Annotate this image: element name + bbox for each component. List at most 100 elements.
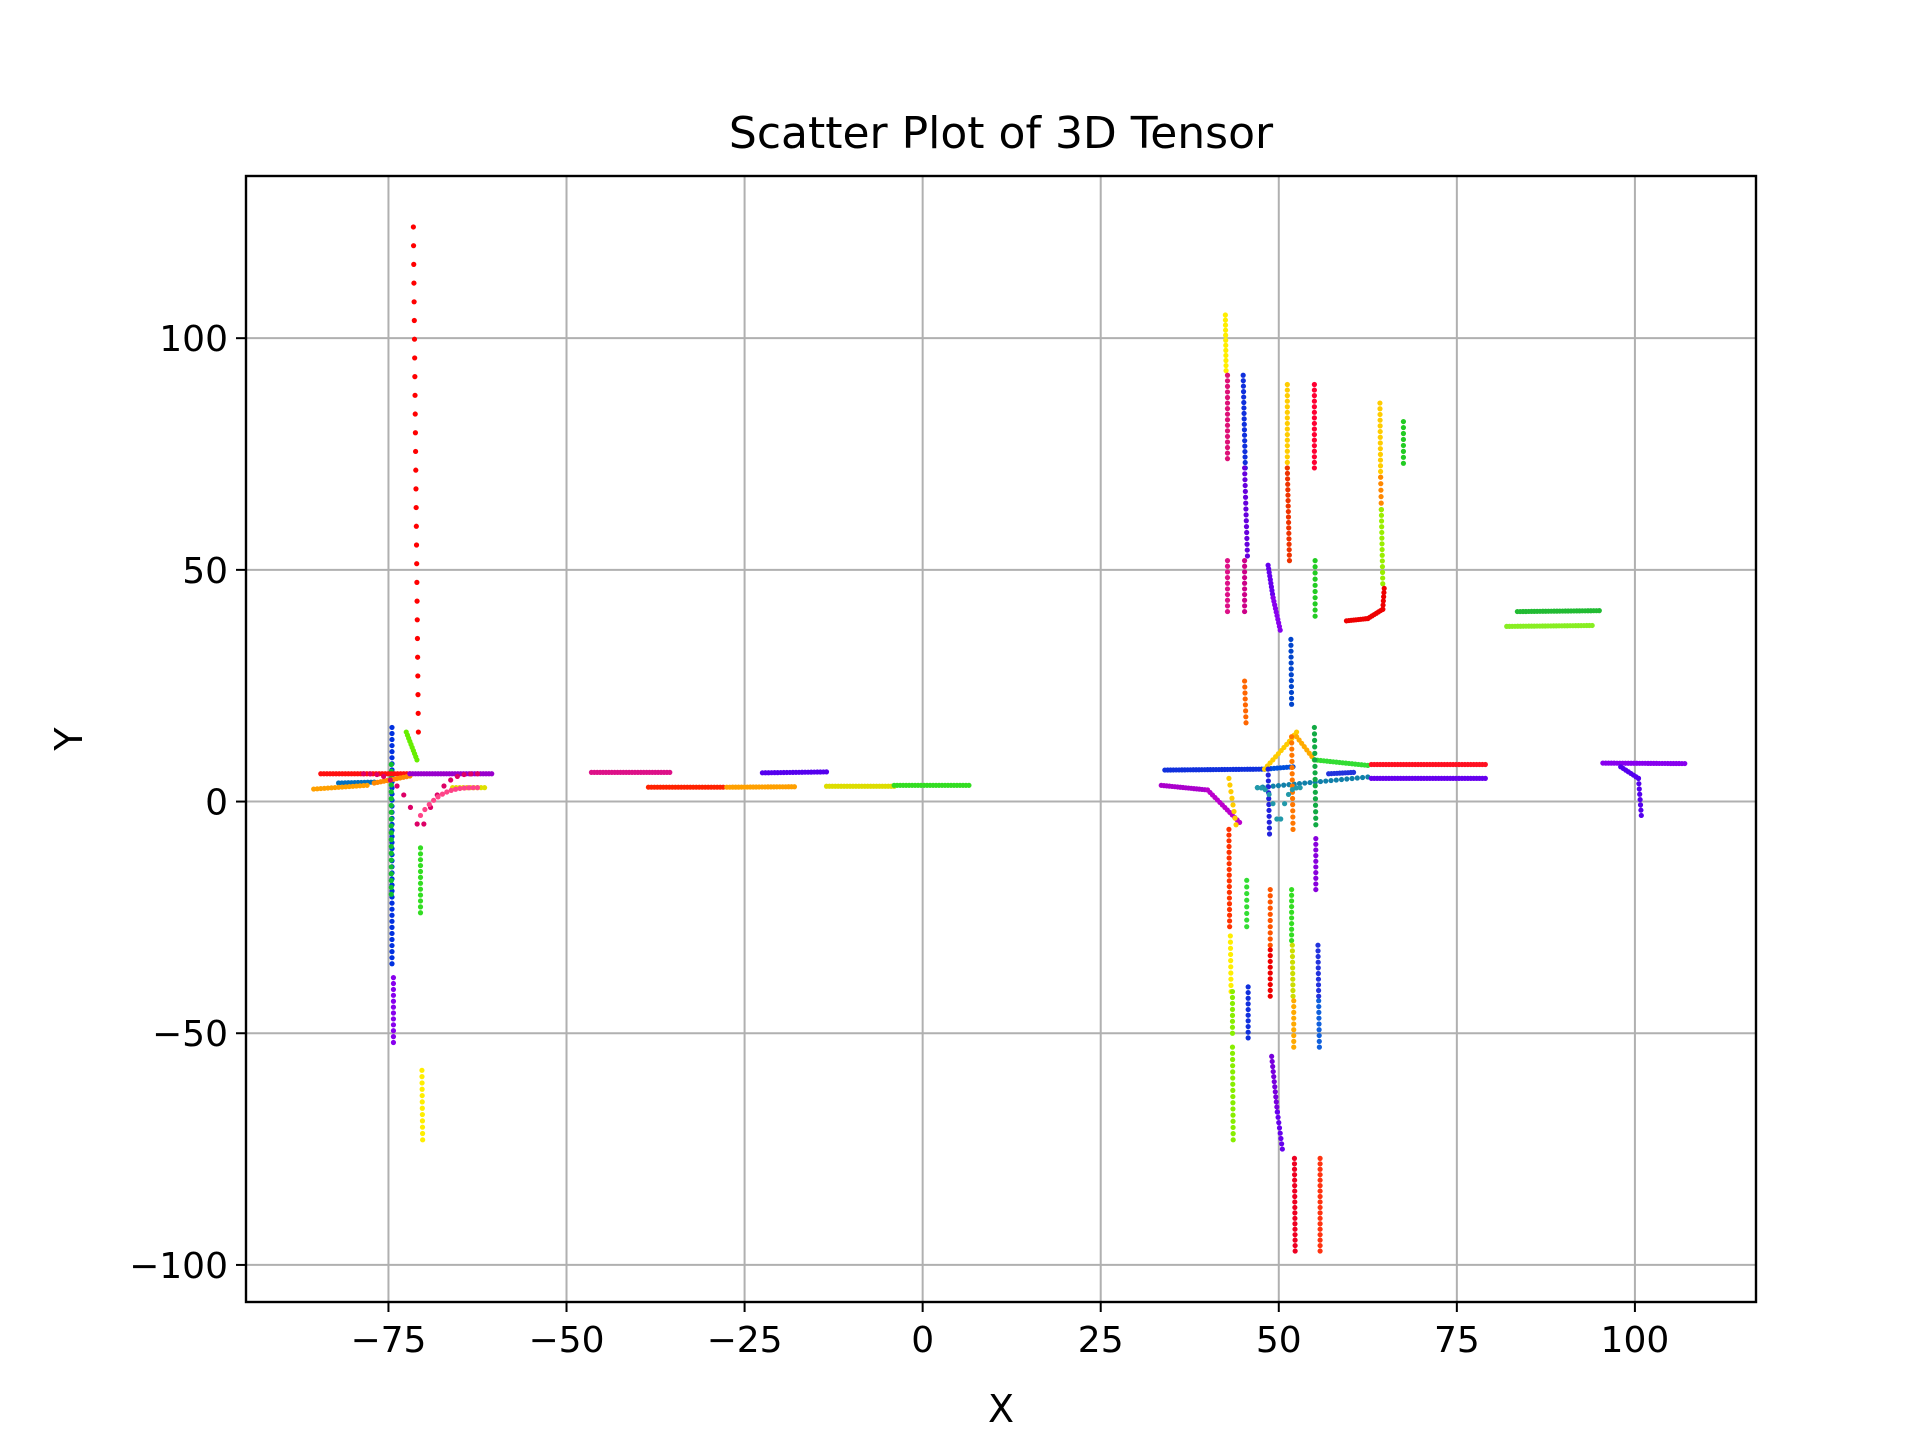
scatter-point [1315,965,1321,971]
scatter-point [1230,1100,1236,1106]
scatter-point [1226,918,1233,924]
scatter-point [1224,439,1231,445]
scatter-point [1228,976,1234,982]
scatter-point [1229,1006,1236,1013]
y-tick-label: −100 [129,1246,228,1287]
scatter-point [1293,785,1299,791]
scatter-point [461,785,467,791]
scatter-point [1288,648,1294,654]
scatter-point [390,1039,397,1046]
scatter-point [1244,547,1250,553]
scatter-point [1312,770,1318,776]
scatter-point [1400,442,1407,449]
scatter-point [1242,696,1248,702]
scatter-point [1316,993,1322,999]
x-tick-label: 50 [1256,1320,1302,1361]
scatter-point [1262,787,1268,793]
scatter-point [1289,920,1295,927]
scatter-point [1241,394,1247,400]
scatter-point [474,785,481,791]
scatter-point [1224,428,1231,434]
scatter-point [1258,785,1264,791]
scatter-point [1278,1135,1284,1142]
scatter-point [407,804,414,810]
scatter-point [1377,440,1383,446]
scatter-point [1244,904,1250,910]
scatter-point [390,986,397,993]
scatter-point [448,777,454,783]
scatter-point [1284,420,1290,427]
scatter-point [1638,812,1644,819]
scatter-point [1243,506,1249,512]
scatter-point [1315,970,1321,977]
scatter-point [1286,547,1292,553]
scatter-point [1228,958,1234,964]
scatter-point [1635,775,1642,781]
scatter-point [1291,1003,1297,1010]
scatter-point [1228,789,1234,795]
scatter-point [1315,953,1321,960]
scatter-point [1267,936,1273,942]
scatter-point [389,900,395,906]
scatter-point [439,791,446,797]
scatter-point [1312,796,1319,802]
scatter-point [1286,530,1292,536]
scatter-point [1292,1183,1298,1189]
scatter-point [388,789,394,795]
scatter-point [389,930,395,937]
scatter-point [1400,430,1407,437]
scatter-point [414,821,420,827]
scatter-point [1224,389,1231,395]
scatter-point [1224,444,1231,451]
scatter-point [1230,1087,1236,1093]
scatter-point [389,942,395,949]
scatter-point [419,1092,425,1099]
scatter-point [1379,569,1386,575]
scatter-point [1311,393,1317,399]
scatter-point [389,724,395,731]
grid-lines [246,176,1756,1302]
scatter-point [1290,808,1296,814]
scatter-point [1243,720,1249,726]
scatter-point [1243,524,1250,530]
scatter-point [417,910,424,916]
scatter-point [415,710,421,716]
scatter-point [1267,911,1273,917]
scatter-point [474,771,481,777]
scatter-point [1292,1199,1298,1205]
scatter-point [417,845,424,851]
scatter-point [1291,1009,1297,1015]
scatter-point [414,561,420,567]
scatter-point [390,992,397,998]
scatter-point [1293,729,1300,735]
scatter-point [388,843,394,850]
scatter-point [1267,905,1273,911]
scatter-point [413,542,420,548]
scatter-point [1379,535,1385,541]
scatter-point [1316,1044,1322,1050]
scatter-point [1317,1237,1323,1243]
scatter-point [1265,772,1271,778]
scatter-point [1266,791,1272,798]
scatter-point [1226,889,1232,895]
scatter-point [1312,802,1319,808]
scatter-point [1289,771,1295,777]
scatter-point [1244,529,1250,536]
scatter-point [1241,569,1248,575]
scatter-point [387,777,393,783]
scatter-point [389,961,395,967]
scatter-point [1245,1035,1251,1041]
scatter-point [417,868,424,875]
scatter-point [1224,383,1231,389]
scatter-point [1267,924,1273,930]
scatter-point [1317,1155,1323,1161]
scatter-point [1291,1015,1297,1021]
scatter-point [1317,1232,1323,1238]
scatter-point [417,892,424,898]
scatter-point [1311,454,1317,460]
scatter-point [1285,492,1291,498]
scatter-point [1315,976,1322,982]
scatter-point [457,785,463,792]
scatter-point [389,936,395,943]
